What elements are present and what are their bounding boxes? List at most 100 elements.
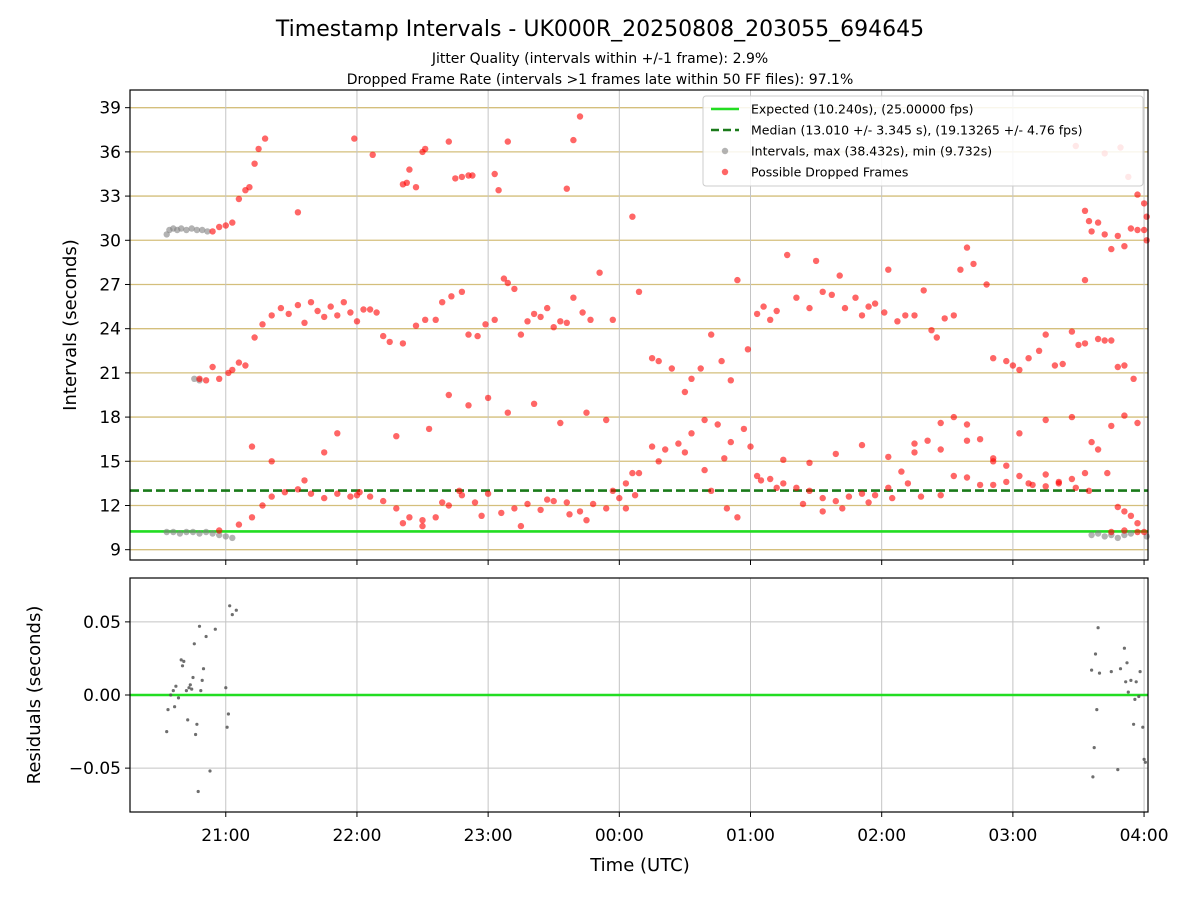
data-point bbox=[1101, 337, 1108, 344]
chart-title: Timestamp Intervals - UK000R_20250808_20… bbox=[275, 17, 924, 42]
data-point bbox=[406, 166, 413, 173]
data-point bbox=[648, 443, 656, 450]
data-point bbox=[1129, 678, 1133, 683]
x-tick-label: 03:00 bbox=[988, 826, 1037, 846]
data-point bbox=[1072, 484, 1080, 491]
data-point bbox=[871, 300, 879, 307]
data-point bbox=[281, 489, 288, 496]
data-point bbox=[1094, 335, 1102, 343]
data-point bbox=[1108, 245, 1115, 253]
data-point bbox=[495, 187, 502, 194]
data-point bbox=[1116, 768, 1120, 772]
data-point bbox=[301, 477, 308, 484]
data-point bbox=[734, 276, 741, 284]
data-point bbox=[865, 499, 872, 506]
data-point bbox=[839, 505, 846, 512]
y-tick-label: 21 bbox=[99, 364, 121, 384]
data-point bbox=[1003, 462, 1010, 469]
data-point bbox=[1088, 228, 1095, 235]
data-point bbox=[204, 634, 208, 639]
data-point bbox=[976, 436, 984, 443]
data-point bbox=[1114, 534, 1122, 542]
data-point bbox=[246, 184, 253, 191]
y-tick-label: 0.00 bbox=[83, 686, 121, 706]
data-point bbox=[242, 362, 249, 369]
y-tick-label: 30 bbox=[99, 231, 121, 251]
y-tick-label: 24 bbox=[99, 320, 121, 340]
data-point bbox=[1088, 531, 1095, 539]
x-tick-label: 04:00 bbox=[1120, 826, 1169, 846]
data-point bbox=[458, 288, 466, 295]
data-point bbox=[1121, 243, 1128, 250]
data-point bbox=[773, 484, 780, 491]
data-point bbox=[757, 477, 765, 484]
data-point bbox=[351, 135, 358, 142]
legend-label: Median (13.010 +/- 3.345 s), (19.13265 +… bbox=[751, 123, 1082, 138]
data-point bbox=[403, 179, 410, 186]
data-point bbox=[836, 272, 843, 279]
data-point bbox=[184, 689, 188, 693]
data-point bbox=[631, 492, 639, 499]
data-point bbox=[1121, 508, 1128, 515]
data-point bbox=[229, 366, 236, 374]
data-point bbox=[251, 334, 258, 341]
data-point bbox=[1126, 690, 1130, 694]
data-point bbox=[202, 528, 210, 536]
data-point bbox=[193, 226, 201, 234]
data-point bbox=[259, 502, 266, 509]
data-point bbox=[885, 453, 892, 461]
data-point bbox=[261, 135, 269, 142]
data-point bbox=[458, 173, 466, 181]
data-point bbox=[439, 299, 446, 306]
data-point bbox=[1134, 226, 1141, 234]
data-point bbox=[334, 312, 341, 319]
data-point bbox=[334, 430, 341, 437]
data-point bbox=[1138, 670, 1142, 674]
data-point bbox=[688, 375, 695, 382]
data-point bbox=[1143, 760, 1147, 764]
data-point bbox=[858, 490, 866, 497]
data-point bbox=[366, 306, 374, 313]
data-point bbox=[1140, 200, 1148, 207]
plot-frame bbox=[129, 89, 1149, 561]
data-point bbox=[1108, 528, 1115, 536]
data-point bbox=[1016, 472, 1023, 480]
data-point bbox=[504, 279, 511, 287]
data-point bbox=[587, 316, 594, 323]
data-point bbox=[819, 288, 826, 295]
data-point bbox=[563, 499, 570, 506]
data-point bbox=[537, 506, 544, 514]
data-point bbox=[412, 322, 420, 329]
data-point bbox=[583, 517, 590, 524]
data-point bbox=[941, 315, 948, 322]
data-point bbox=[334, 490, 341, 497]
data-point bbox=[865, 303, 872, 310]
data-point bbox=[422, 145, 429, 153]
y-tick-label: 39 bbox=[99, 99, 121, 119]
data-point bbox=[445, 391, 452, 399]
data-point bbox=[1042, 331, 1049, 338]
data-point bbox=[609, 316, 616, 323]
data-point bbox=[1091, 775, 1095, 779]
y-tick-label: 18 bbox=[99, 408, 121, 428]
data-point bbox=[189, 528, 197, 536]
data-point bbox=[858, 312, 866, 319]
data-point bbox=[596, 269, 603, 276]
data-point bbox=[841, 304, 849, 312]
data-point bbox=[1093, 652, 1098, 656]
data-point bbox=[356, 489, 363, 496]
data-point bbox=[1121, 362, 1128, 369]
x-tick-label: 21:00 bbox=[201, 826, 250, 846]
data-point bbox=[1090, 668, 1094, 672]
data-point bbox=[1009, 362, 1017, 369]
data-point bbox=[963, 474, 971, 481]
data-point bbox=[182, 659, 186, 664]
legend-label: Intervals, max (38.432s), min (9.732s) bbox=[751, 144, 992, 159]
data-point bbox=[714, 421, 721, 428]
data-point bbox=[904, 480, 912, 487]
data-point bbox=[819, 494, 826, 502]
data-point bbox=[881, 309, 888, 316]
data-point bbox=[222, 222, 229, 229]
data-point bbox=[1101, 533, 1108, 540]
data-point bbox=[603, 416, 610, 424]
